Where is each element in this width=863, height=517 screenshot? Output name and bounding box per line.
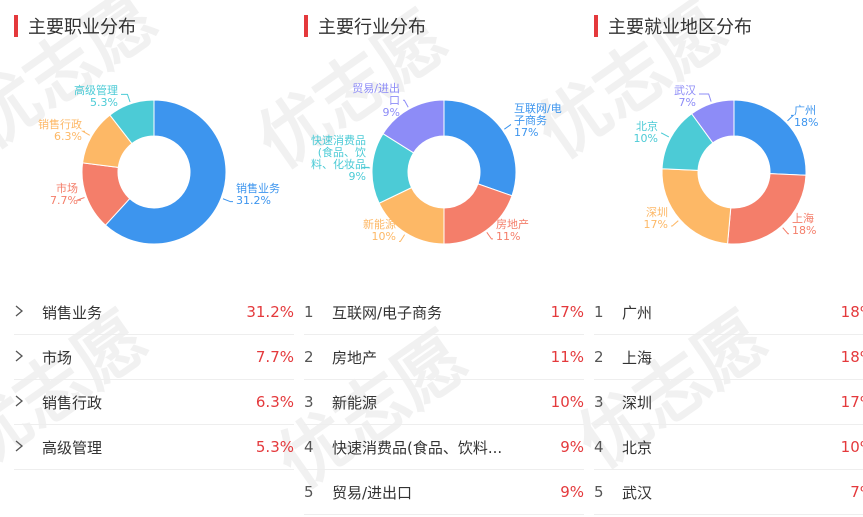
slice-label: 销售行政 6.3% [38, 117, 82, 143]
slice-label: 快速消费品(食品、饮料、化妆品 9% [311, 133, 366, 183]
region-panel: 主要就业地区分布 [594, 0, 863, 517]
rank-number: 1 [594, 303, 604, 321]
list-item[interactable]: 市场 7.7% [14, 335, 294, 380]
item-percent: 5.3% [255, 438, 294, 456]
slice-label: 武汉 7% [674, 84, 696, 109]
slice-label: 广州 18% [794, 104, 818, 129]
list-item[interactable]: 销售业务 31.2% [14, 290, 294, 335]
item-percent: 10% [550, 393, 584, 411]
leader-line [222, 198, 233, 203]
title-accent-bar [304, 15, 308, 37]
item-percent: 18% [840, 303, 863, 321]
chevron-right-icon [14, 303, 42, 321]
rank-number: 4 [594, 438, 604, 456]
item-percent: 6.3% [255, 393, 294, 411]
item-percent: 17% [550, 303, 584, 321]
rank-number: 2 [304, 348, 314, 366]
title-accent-bar [14, 15, 18, 37]
list-item[interactable]: 2 房地产 11% [304, 335, 584, 380]
list-item[interactable]: 高级管理 5.3% [14, 425, 294, 470]
leader-line [782, 227, 789, 235]
panel-title: 主要就业地区分布 [608, 17, 752, 38]
slice-label: 上海 18% [792, 211, 816, 237]
donut-slice[interactable] [443, 99, 517, 197]
occupation-panel: 主要职业分布 [14, 0, 294, 517]
list-item[interactable]: 3 新能源 10% [304, 380, 584, 425]
rank-number: 5 [594, 483, 604, 501]
donut-slice[interactable] [104, 99, 227, 245]
slice-label: 贸易/进出口 9% [352, 81, 400, 119]
slice-label: 市场 7.7% [50, 181, 78, 207]
chevron-right-icon [14, 393, 42, 411]
donut-slice[interactable] [382, 99, 445, 154]
region-panel-title: 主要就业地区分布 [594, 12, 752, 40]
rank-number: 4 [304, 438, 314, 456]
leader-line [486, 232, 493, 240]
leader-line [699, 93, 712, 102]
occupation-list: 销售业务 31.2% 市场 7.7% 销售行政 6.3% 高级管理 5.3% [14, 290, 294, 470]
leader-line [403, 99, 409, 108]
donut-slice[interactable] [690, 99, 735, 144]
rank-number: 5 [304, 483, 314, 501]
list-item[interactable]: 5 贸易/进出口 9% [304, 470, 584, 515]
chevron-right-icon [14, 348, 42, 366]
slice-label: 新能源 10% [363, 217, 396, 243]
industry-donut-chart: 互联网/电子商务 17% 房地产 11% 新能源 10% 快速消费品(食品、饮料、化妆品 9%… [290, 60, 590, 290]
item-percent: 9% [560, 438, 584, 456]
leader-line [76, 197, 85, 201]
donut-svg: 互联网/电子商务 17% 房地产 11% 新能源 10% 快速消费品(食品、饮料、化妆品 9%… [311, 81, 562, 245]
list-item[interactable]: 1 互联网/电子商务 17% [304, 290, 584, 335]
industry-panel-title: 主要行业分布 [304, 12, 426, 40]
item-percent: 18% [840, 348, 863, 366]
donut-slice[interactable] [109, 99, 155, 145]
rank-number: 3 [594, 393, 604, 411]
slice-label: 销售业务 31.2% [236, 181, 280, 207]
industry-panel: 主要行业分布 [304, 0, 584, 517]
item-percent: 7% [850, 483, 863, 501]
item-percent: 9% [560, 483, 584, 501]
chevron-right-icon [14, 438, 42, 456]
leader-line [661, 132, 670, 138]
occupation-panel-title: 主要职业分布 [14, 12, 136, 40]
donut-svg: 销售业务 31.2% 市场 7.7% 销售行政 6.3% 高级管理 5.3% [38, 83, 280, 245]
slice-label: 高级管理 5.3% [74, 83, 118, 109]
slice-label: 房地产 11% [496, 217, 529, 243]
leader-line [399, 234, 406, 242]
leader-line [671, 220, 679, 227]
item-percent: 31.2% [246, 303, 294, 321]
item-percent: 7.7% [255, 348, 294, 366]
leader-line [504, 124, 512, 130]
panel-title: 主要职业分布 [28, 17, 136, 38]
list-item[interactable]: 销售行政 6.3% [14, 380, 294, 425]
region-donut-chart: 广州 18% 上海 18% 深圳 17% 北京 10% 武汉 7% [580, 60, 863, 290]
panel-title: 主要行业分布 [318, 17, 426, 38]
leader-line [121, 93, 131, 103]
rank-number: 1 [304, 303, 314, 321]
leader-line [80, 130, 91, 136]
rank-number: 2 [594, 348, 604, 366]
slice-label: 北京 10% [634, 119, 658, 145]
item-percent: 10% [840, 438, 863, 456]
occupation-donut-chart: 销售业务 31.2% 市场 7.7% 销售行政 6.3% 高级管理 5.3% [0, 60, 300, 290]
donut-slice[interactable] [661, 168, 732, 245]
list-item[interactable]: 4 快速消费品(食品、饮料... 9% [304, 425, 584, 470]
slice-label: 深圳 17% [644, 206, 668, 231]
item-percent: 17% [840, 393, 863, 411]
donut-svg: 广州 18% 上海 18% 深圳 17% 北京 10% 武汉 7% [634, 84, 818, 245]
leader-line [787, 114, 795, 122]
donut-slice[interactable] [727, 173, 807, 245]
item-percent: 11% [550, 348, 584, 366]
slice-label: 互联网/电子商务 17% [514, 102, 562, 139]
title-accent-bar [594, 15, 598, 37]
donut-slice[interactable] [733, 99, 807, 176]
rank-number: 3 [304, 393, 314, 411]
industry-list: 1 互联网/电子商务 17% 2 房地产 11% 3 新能源 10% 4 快速消费品(食品、饮料..… [304, 290, 584, 515]
